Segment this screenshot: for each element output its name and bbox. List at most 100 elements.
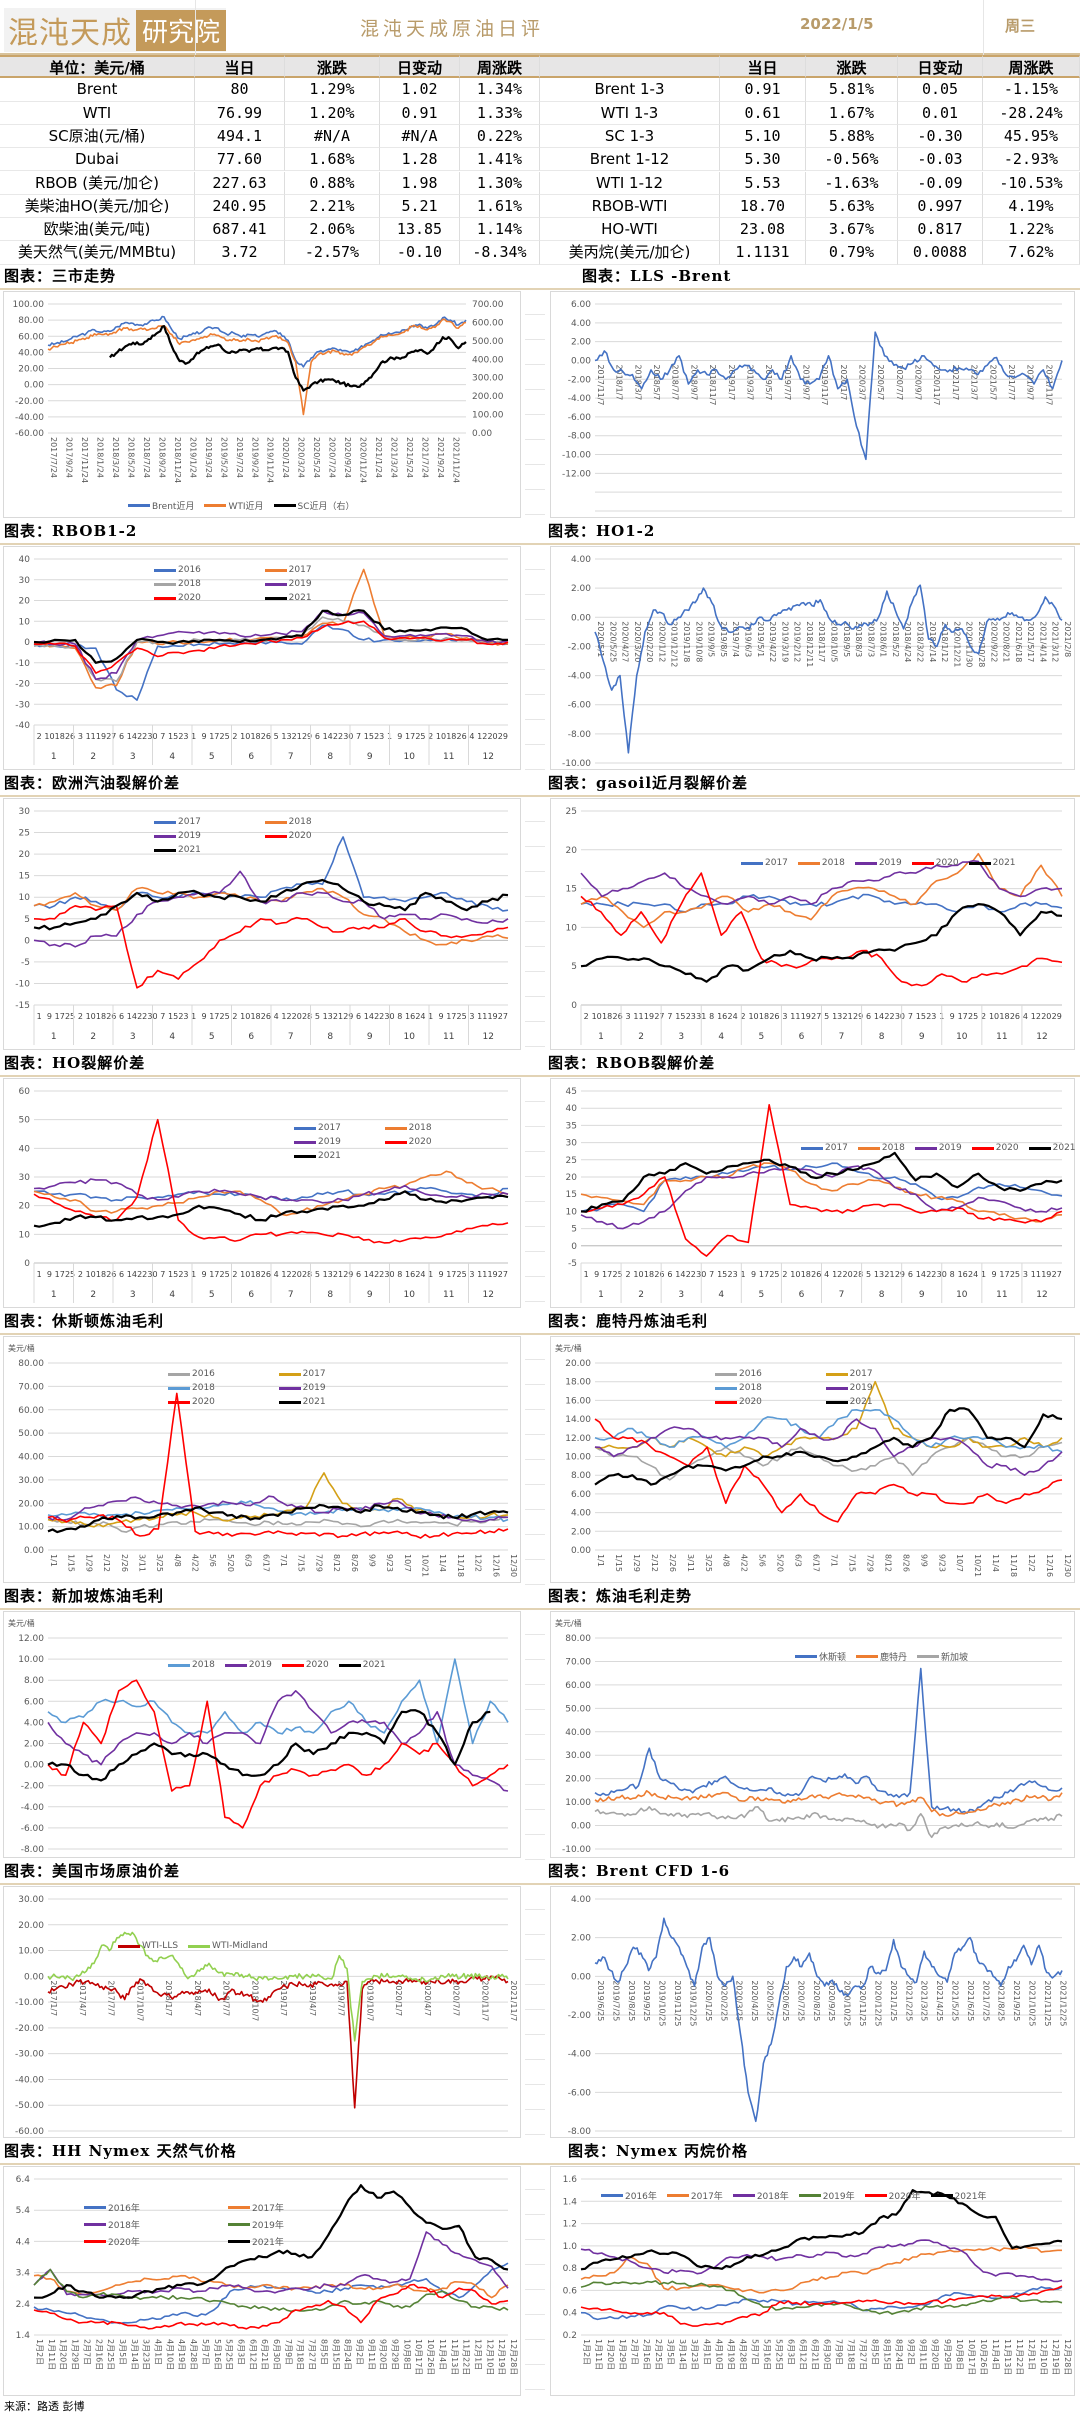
x-tick-label: 7/29 [314, 1554, 323, 1572]
x-month-label: 12 [483, 1290, 494, 1300]
legend-item: 2021 [968, 858, 1016, 868]
table-cell: 1.67% [806, 101, 898, 125]
legend-item: 2019 [224, 1660, 272, 1670]
series-line-2020 [594, 1418, 1063, 1523]
x-tick-label: 3 [78, 732, 83, 741]
y-tick-label: 4.4 [16, 2237, 31, 2247]
x-tick-label: 1 [584, 1270, 589, 1279]
x-tick-label: 7月27日 [308, 2339, 317, 2370]
x-tick-label: 9月29日 [943, 2339, 952, 2370]
x-tick-label: 4 [274, 1012, 279, 1021]
y-tick-label: 3.4 [16, 2269, 31, 2279]
x-tick-label: 2019/8/25 [627, 1980, 636, 2021]
x-tick-label: 2 [78, 1270, 83, 1279]
series-line-2018 [47, 1500, 509, 1523]
x-tick-label: 2018/7/24 [142, 437, 151, 478]
chart-title: 图表：RBOB1-2 [4, 522, 138, 540]
legend-label: 2021 [992, 858, 1016, 868]
x-tick-label: 5/20 [226, 1554, 235, 1572]
y-tick-label: 0 [24, 1259, 30, 1269]
x-tick-label: 9月2日 [355, 2339, 364, 2365]
legend-swatch-icon [795, 1655, 817, 1658]
legend-item: 2017 [825, 1369, 927, 1379]
y-tick-label: -12.00 [562, 469, 591, 479]
legend-label: Brent近月 [152, 502, 195, 512]
table-cell: 0.0088 [898, 241, 983, 265]
x-tick-label: 2019/11/24 [266, 437, 275, 483]
x-tick-label: 21 [333, 1012, 343, 1021]
x-tick-label: 8 [397, 1270, 402, 1279]
x-tick-label: 9月11日 [367, 2339, 376, 2370]
y-tick-label: 30 [19, 1173, 31, 1183]
x-tick-label: 11月4日 [438, 2339, 447, 2370]
series-line-HO1-2 [594, 584, 1063, 754]
row-label: RBOB-WTI [540, 194, 720, 219]
table-cell: 0.91 [720, 78, 806, 102]
x-tick-label: 25 [220, 732, 230, 741]
legend-item: 鹿特丹 [856, 1650, 907, 1663]
x-tick-label: 2017/7/7 [107, 1980, 116, 2016]
x-tick-label: 1 [981, 1270, 986, 1279]
source-note: 来源：路透 彭博 [4, 2400, 85, 2413]
x-tick-label: 9 [201, 732, 206, 741]
x-month-label: 10 [404, 752, 416, 762]
divider [983, 0, 984, 55]
x-tick-label: 25 [457, 1012, 467, 1021]
x-tick-label: 8月15日 [331, 2339, 340, 2370]
chart-legend: 2016 2017 2018 2019 2020 2021 [715, 1367, 1035, 1409]
table-cell: 494.1 [195, 124, 285, 149]
chart-legend: Brent近月 WTI近月 SC近月（右） [128, 497, 488, 514]
x-tick-label: 2018/4/7 [193, 1980, 202, 2016]
x-tick-label: 2021/11/7 [1044, 364, 1053, 405]
table-cell: -28.24% [983, 101, 1080, 125]
x-tick-label: 9 [991, 1270, 996, 1279]
y-tick-label: 15 [566, 1190, 577, 1200]
x-tick-label: 2017/1/7 [49, 1980, 58, 2016]
legend-swatch-icon [854, 861, 877, 865]
x-tick-label: 2018/7/7 [222, 1980, 231, 2016]
legend-item: 2020年 [864, 2189, 921, 2202]
x-month-label: 8 [327, 752, 333, 762]
y-tick-label: 0.00 [24, 1972, 44, 1982]
report-weekday: 周三 [1005, 17, 1036, 35]
x-tick-label: 11 [477, 1012, 487, 1021]
y-tick-label: -20.00 [15, 2024, 44, 2034]
x-tick-label: 23 [178, 1012, 188, 1021]
legend-label: 2020 [935, 858, 959, 868]
x-tick-label: 25 [968, 1012, 978, 1021]
x-month-label: 6 [248, 1032, 254, 1042]
y-tick-label: 60 [19, 1087, 31, 1097]
table-cell: 18.70 [720, 194, 806, 219]
y-tick-label: 20 [19, 850, 31, 860]
legend-label: 2017年 [252, 2204, 284, 2214]
x-tick-label: 7/15 [297, 1554, 306, 1572]
series-line-2020年 [580, 2285, 1063, 2327]
series-line-2021 [580, 1151, 1063, 1213]
table-cell: 13.85 [380, 218, 460, 242]
x-tick-label: 17 [999, 1270, 1009, 1279]
x-tick-label: 7 [667, 1012, 672, 1021]
legend-item: 2019 [854, 858, 902, 868]
series-line-2019 [580, 1165, 1063, 1230]
y-tick-label: -60.00 [15, 429, 44, 439]
x-month-label: 9 [919, 1032, 925, 1042]
x-tick-label: 10/21 [973, 1554, 982, 1577]
legend-item: 2019 [294, 1137, 375, 1147]
chart-legend: 2017 2018 2019 2020 2021 [741, 856, 1080, 870]
x-tick-label: 13 [832, 1012, 842, 1021]
series-line-2019 [33, 870, 509, 948]
legend-swatch-icon [264, 582, 287, 586]
legend-swatch-icon [856, 1655, 879, 1658]
y-tick-label: 10 [19, 893, 31, 903]
table-cell: 0.91 [380, 101, 460, 125]
x-tick-label: 9/9 [919, 1554, 928, 1567]
y-tick-label: 80.00 [565, 1634, 591, 1644]
chart-legend: 休斯顿 鹿特丹 新加坡 [795, 1648, 1080, 1665]
x-tick-label: 10/7 [403, 1554, 412, 1572]
x-tick-label: 9月20日 [379, 2339, 388, 2370]
y-tick-label: 100.00 [13, 300, 45, 310]
y-tick-label: 1.4 [563, 2197, 578, 2207]
legend-item: 休斯顿 [795, 1650, 846, 1663]
x-tick-label: 14 [364, 1270, 374, 1279]
chart-plot: 0.00 10.00 20.00 30.00 40.00 50.00 60.00 70.00 8… [18, 1359, 518, 1577]
